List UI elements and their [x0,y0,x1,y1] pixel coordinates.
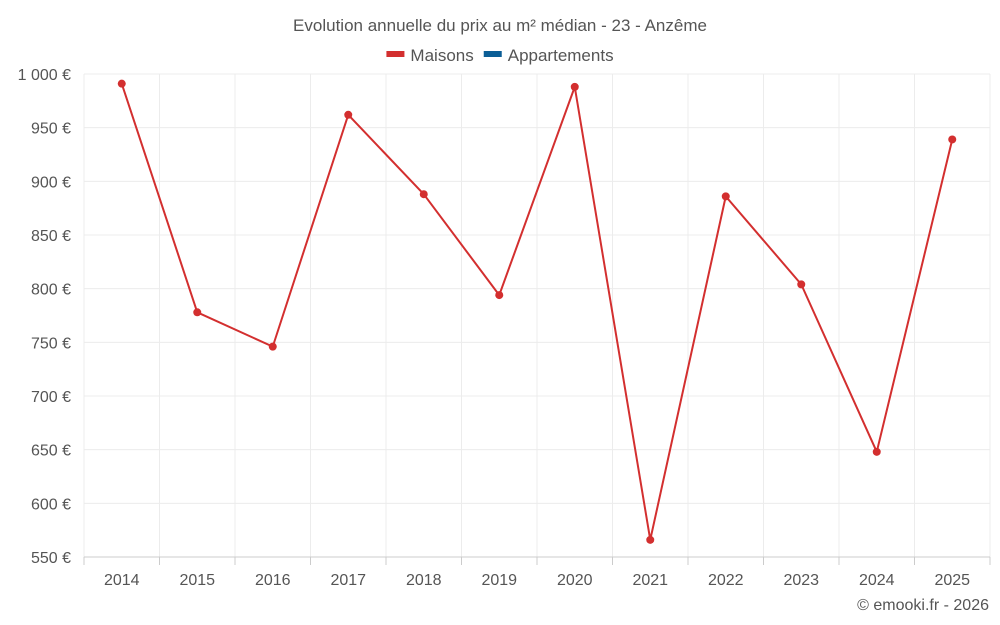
data-point[interactable] [495,291,504,300]
y-tick-label: 700 € [31,389,71,406]
x-tick-label: 2017 [330,572,366,589]
x-tick-label: 2021 [632,572,668,589]
data-point[interactable] [344,110,353,119]
y-tick-label: 650 € [31,443,71,460]
x-tick-label: 2025 [934,572,970,589]
legend-swatch [483,51,502,57]
y-tick-label: 1 000 € [18,67,71,84]
x-tick-label: 2023 [783,572,819,589]
y-tick-label: 600 € [31,496,71,513]
legend-swatch [386,51,405,57]
legend-label: Appartements [508,46,614,65]
x-tick-label: 2018 [406,572,442,589]
data-point[interactable] [797,280,806,289]
legend: Maisons Appartements [386,46,614,65]
y-tick-label: 550 € [31,550,71,567]
legend-label: Maisons [410,46,473,65]
series-line [120,83,954,541]
data-point[interactable] [193,308,202,317]
data-point[interactable] [268,342,277,351]
x-axis: 2014 2015 2016 2017 2018 2019 2020 2021 2022 2023… [83,556,991,589]
y-tick-label: 850 € [31,228,71,245]
x-tick-label: 2019 [481,572,517,589]
chart-title: Evolution annuelle du prix au m² médian … [293,16,707,35]
y-tick-label: 750 € [31,335,71,352]
data-point[interactable] [872,447,881,456]
data-point[interactable] [117,79,126,88]
y-tick-label: 900 € [31,174,71,191]
plot-area [117,79,957,544]
x-tick-label: 2024 [859,572,895,589]
credit-text: © emooki.fr - 2026 [857,597,989,614]
x-tick-label: 2015 [179,572,215,589]
data-point[interactable] [570,82,579,91]
x-tick-label: 2022 [708,572,744,589]
x-tick-label: 2016 [255,572,291,589]
data-point[interactable] [646,535,655,544]
x-tick-label: 2020 [557,572,593,589]
y-axis: 550 € 600 € 650 € 700 € 750 € 800 € 850 € 900 €… [18,67,71,567]
data-point[interactable] [419,190,428,199]
data-point[interactable] [948,135,957,144]
x-tick-label: 2014 [104,572,140,589]
y-tick-label: 950 € [31,121,71,138]
data-point[interactable] [721,192,730,201]
grid [83,73,991,557]
y-tick-label: 800 € [31,282,71,299]
